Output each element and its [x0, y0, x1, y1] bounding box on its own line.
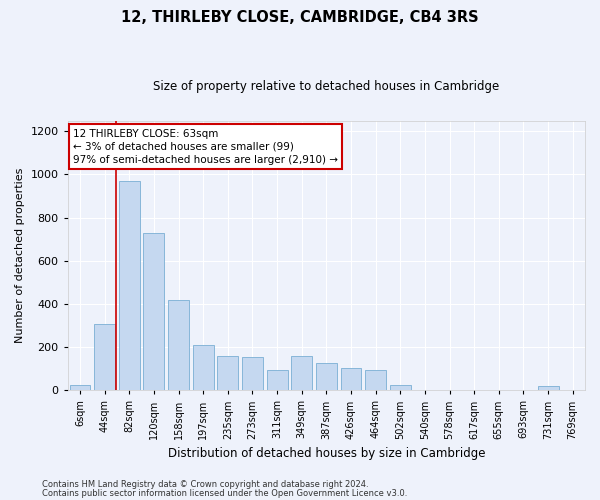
Bar	[291, 356, 312, 390]
Title: Size of property relative to detached houses in Cambridge: Size of property relative to detached ho…	[153, 80, 499, 93]
Bar	[316, 364, 337, 390]
Bar	[266, 370, 287, 390]
Bar	[143, 233, 164, 390]
Bar	[538, 386, 559, 390]
Text: Contains public sector information licensed under the Open Government Licence v3: Contains public sector information licen…	[42, 488, 407, 498]
Bar	[365, 370, 386, 390]
Bar	[168, 300, 189, 390]
Text: Contains HM Land Registry data © Crown copyright and database right 2024.: Contains HM Land Registry data © Crown c…	[42, 480, 368, 489]
Y-axis label: Number of detached properties: Number of detached properties	[15, 168, 25, 343]
Bar	[341, 368, 361, 390]
Bar	[193, 345, 214, 391]
Bar	[119, 181, 140, 390]
X-axis label: Distribution of detached houses by size in Cambridge: Distribution of detached houses by size …	[167, 447, 485, 460]
Bar	[390, 385, 411, 390]
Bar	[94, 324, 115, 390]
Text: 12 THIRLEBY CLOSE: 63sqm
← 3% of detached houses are smaller (99)
97% of semi-de: 12 THIRLEBY CLOSE: 63sqm ← 3% of detache…	[73, 128, 338, 165]
Bar	[217, 356, 238, 390]
Bar	[70, 385, 91, 390]
Text: 12, THIRLEBY CLOSE, CAMBRIDGE, CB4 3RS: 12, THIRLEBY CLOSE, CAMBRIDGE, CB4 3RS	[121, 10, 479, 25]
Bar	[242, 357, 263, 390]
